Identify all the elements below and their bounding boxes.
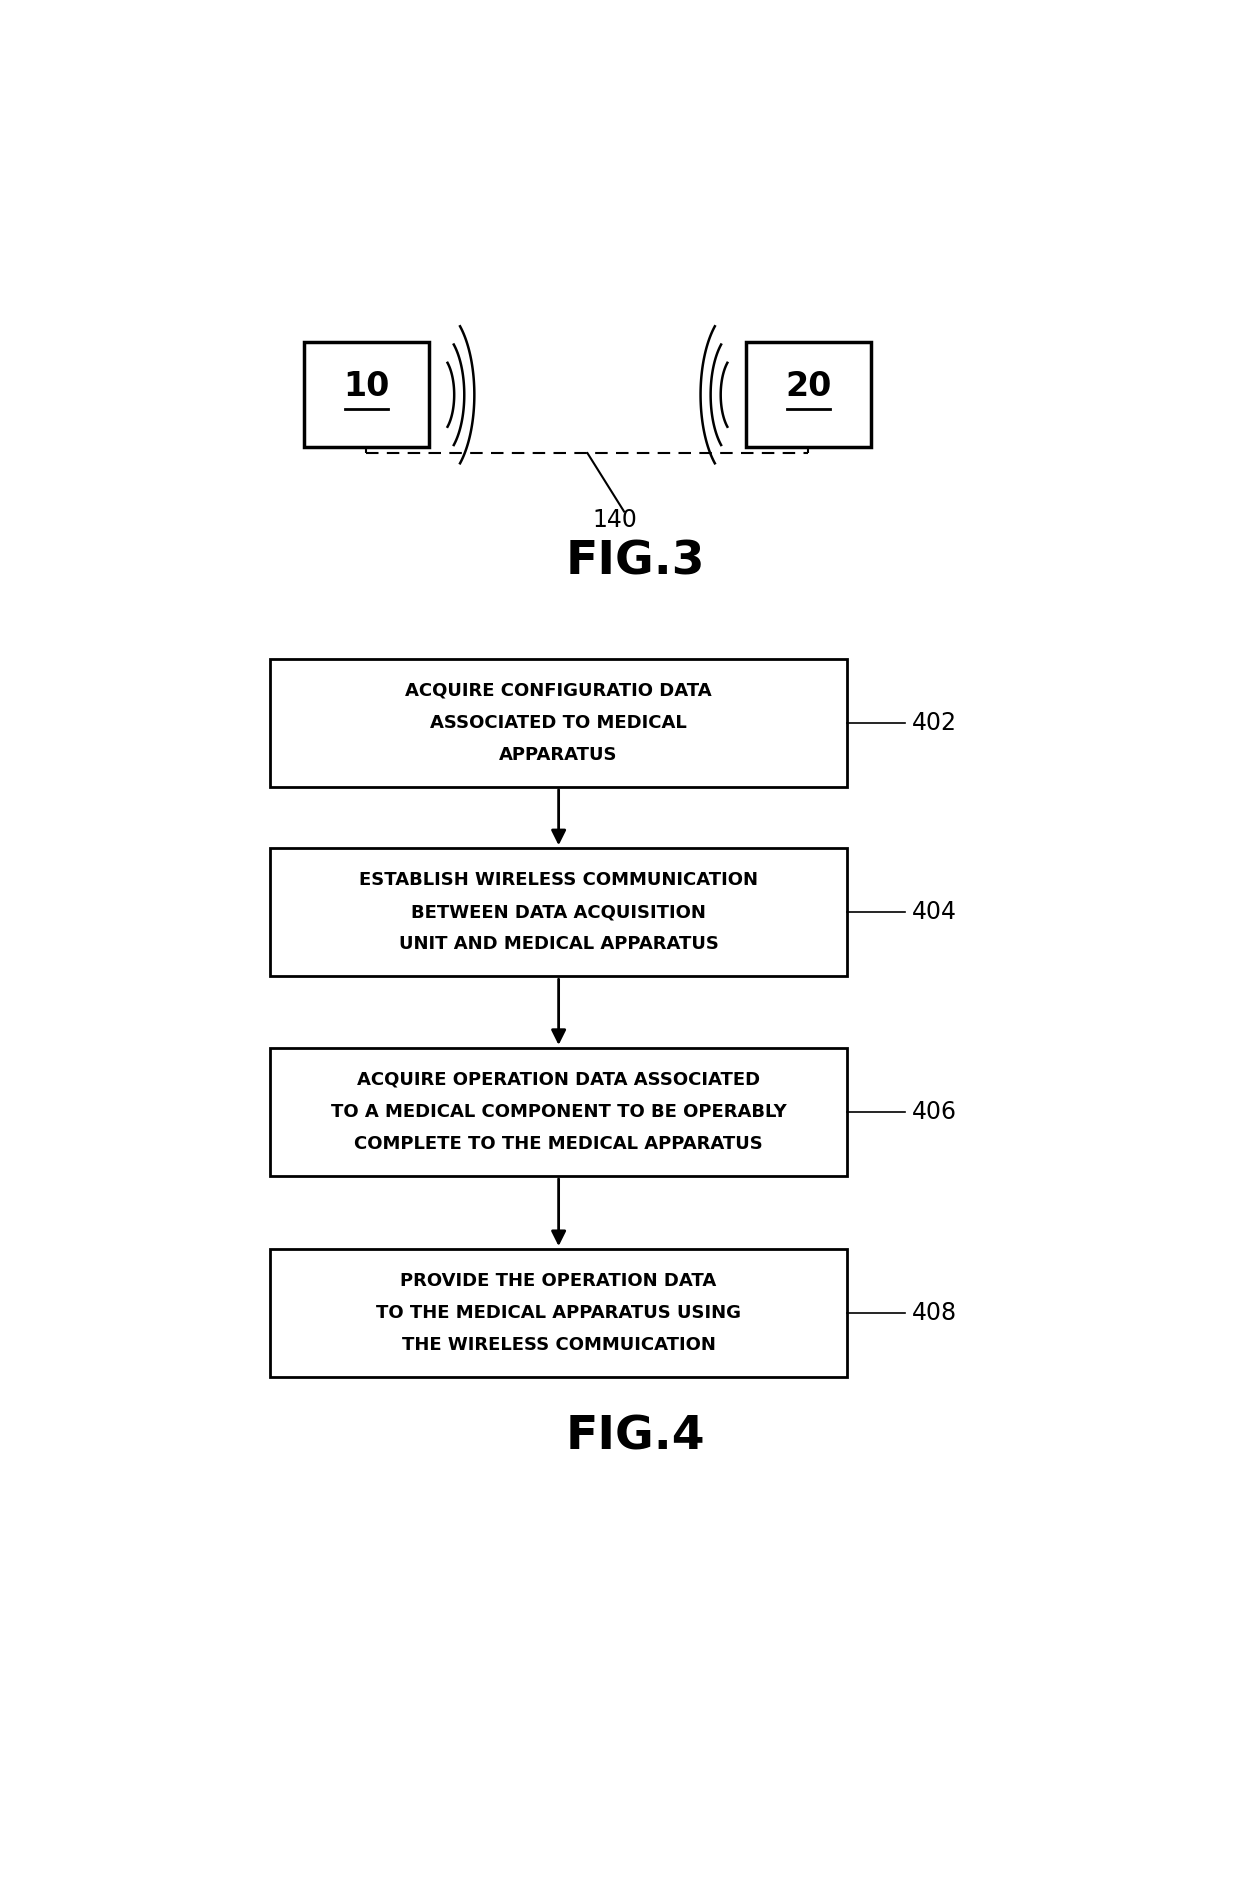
Text: 140: 140	[593, 509, 637, 532]
Text: APPARATUS: APPARATUS	[500, 746, 618, 763]
FancyBboxPatch shape	[270, 1249, 847, 1378]
FancyBboxPatch shape	[270, 659, 847, 787]
Text: ESTABLISH WIRELESS COMMUNICATION: ESTABLISH WIRELESS COMMUNICATION	[360, 871, 758, 890]
Text: FIG.4: FIG.4	[565, 1414, 706, 1460]
Text: BETWEEN DATA ACQUISITION: BETWEEN DATA ACQUISITION	[412, 903, 706, 922]
Text: 406: 406	[913, 1100, 957, 1124]
Text: ASSOCIATED TO MEDICAL: ASSOCIATED TO MEDICAL	[430, 714, 687, 733]
FancyBboxPatch shape	[270, 1049, 847, 1176]
Text: THE WIRELESS COMMUICATION: THE WIRELESS COMMUICATION	[402, 1336, 715, 1353]
Text: 10: 10	[343, 369, 389, 403]
Text: ACQUIRE OPERATION DATA ASSOCIATED: ACQUIRE OPERATION DATA ASSOCIATED	[357, 1071, 760, 1088]
FancyBboxPatch shape	[304, 343, 429, 447]
Text: TO THE MEDICAL APPARATUS USING: TO THE MEDICAL APPARATUS USING	[376, 1304, 742, 1321]
Text: UNIT AND MEDICAL APPARATUS: UNIT AND MEDICAL APPARATUS	[399, 935, 718, 954]
Text: 408: 408	[913, 1300, 957, 1325]
Text: 20: 20	[785, 369, 832, 403]
Text: PROVIDE THE OPERATION DATA: PROVIDE THE OPERATION DATA	[401, 1272, 717, 1289]
Text: TO A MEDICAL COMPONENT TO BE OPERABLY: TO A MEDICAL COMPONENT TO BE OPERABLY	[331, 1104, 786, 1121]
Text: ACQUIRE CONFIGURATIO DATA: ACQUIRE CONFIGURATIO DATA	[405, 681, 712, 700]
Text: COMPLETE TO THE MEDICAL APPARATUS: COMPLETE TO THE MEDICAL APPARATUS	[355, 1136, 763, 1153]
Text: 402: 402	[913, 710, 957, 734]
Text: 404: 404	[913, 901, 957, 924]
FancyBboxPatch shape	[746, 343, 870, 447]
Text: FIG.3: FIG.3	[565, 540, 706, 585]
FancyBboxPatch shape	[270, 848, 847, 977]
